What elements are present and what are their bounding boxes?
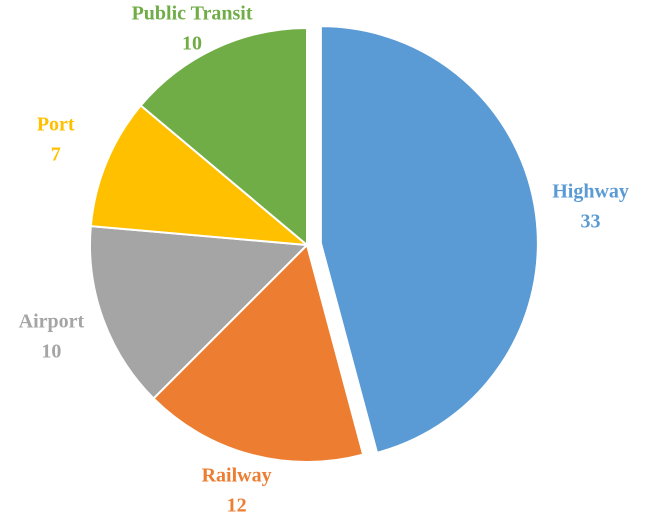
pie-slice: [89, 225, 310, 400]
slice-label: Highway: [552, 180, 629, 202]
slice-value: 7: [51, 144, 61, 166]
slice-value: 10: [182, 33, 202, 55]
slice-value: 10: [41, 341, 61, 363]
slice-label: Public Transit: [132, 3, 253, 25]
pie-slice: [89, 104, 311, 247]
slice-value: 12: [227, 495, 247, 517]
pie-slice: [319, 25, 539, 455]
pie-slice: [152, 243, 365, 463]
slice-value: 33: [581, 210, 601, 232]
pie-slice: [139, 26, 308, 248]
slice-label: Airport: [19, 311, 85, 333]
slice-label: Railway: [202, 465, 272, 487]
slice-label: Port: [37, 114, 75, 136]
